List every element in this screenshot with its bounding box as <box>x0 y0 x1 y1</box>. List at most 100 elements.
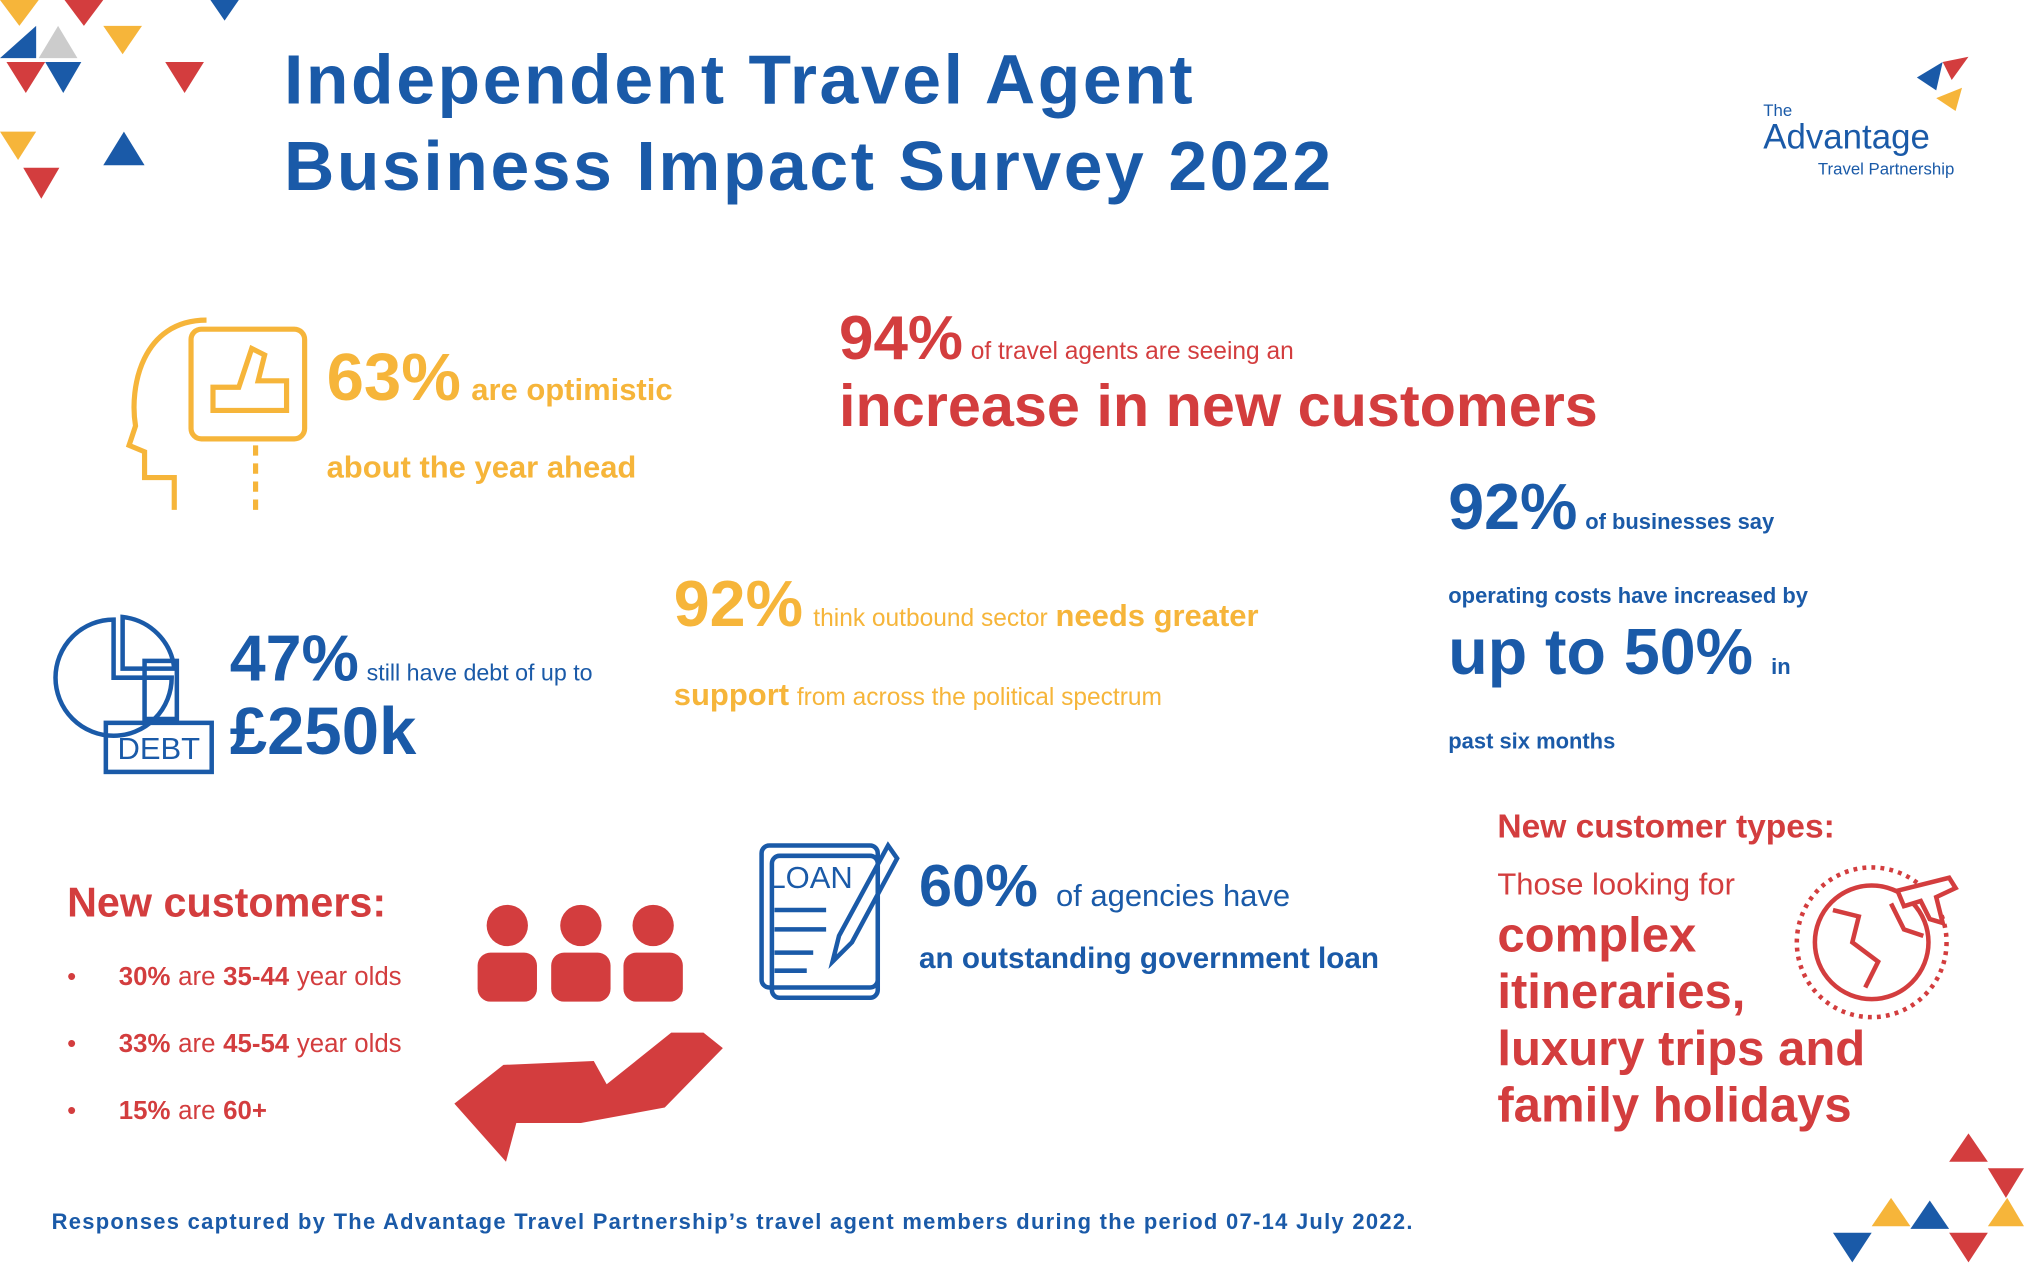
triangle <box>1987 1168 2024 1198</box>
icon-line <box>210 344 290 414</box>
text: of businesses say <box>1585 509 1775 534</box>
triangle <box>0 25 37 59</box>
triangle <box>165 61 204 93</box>
stat-line: 47% still have debt of up to <box>230 622 593 694</box>
triangle <box>45 61 82 93</box>
figure: 47% <box>230 622 359 694</box>
loan-icon <box>759 841 900 1001</box>
triangle <box>1987 1197 2024 1227</box>
text: from across the political spectrum <box>797 684 1162 711</box>
icon-line <box>774 907 827 973</box>
logo: The Advantage Travel Partnership <box>1763 56 1969 178</box>
stat-line: 92% think outbound sector needs greater <box>674 568 1259 640</box>
stat-line: 63% are optimistic <box>327 340 673 415</box>
logo-mark <box>1936 87 1963 112</box>
highlight-line: complex <box>1497 908 1696 962</box>
text: about the year ahead <box>327 450 637 485</box>
text: think outbound sector <box>813 605 1047 632</box>
figure: 94% <box>839 304 963 373</box>
triangle <box>0 131 37 161</box>
body <box>623 952 683 1002</box>
head-icon <box>125 317 308 510</box>
icon-line <box>103 720 214 775</box>
icon-line <box>1832 902 1925 989</box>
age: 60+ <box>223 1097 267 1125</box>
hand <box>454 1032 723 1162</box>
triangle <box>23 167 60 199</box>
plane <box>1894 875 1959 927</box>
triangle <box>1910 1200 1950 1229</box>
triangle <box>1949 1232 1988 1263</box>
icon-line <box>142 658 180 722</box>
bullet: • <box>67 1097 76 1125</box>
highlight: £250k <box>230 694 417 769</box>
body <box>551 952 611 1002</box>
figure: 92% <box>1448 471 1577 543</box>
icon-line <box>769 853 881 1001</box>
text: in <box>1771 654 1791 679</box>
head <box>632 904 674 947</box>
bold: needs greater <box>1055 598 1258 633</box>
triangle <box>6 61 46 93</box>
text: past six months <box>1448 729 1615 754</box>
figure: 63% <box>327 340 461 415</box>
people-icon <box>454 904 723 1162</box>
triangle <box>1832 1232 1872 1263</box>
text: are <box>178 1097 215 1125</box>
heading: New customer types: <box>1497 809 1834 846</box>
stat-line: 92% of businesses say <box>1448 471 1775 543</box>
age: 35-44 <box>223 963 290 991</box>
stat-line: 60% of agencies have <box>919 852 1290 919</box>
head <box>486 904 528 947</box>
highlight-line: family holidays <box>1497 1079 1851 1133</box>
triangle <box>38 25 78 59</box>
list: • 30% are 35-44 year olds • 33% are 45-54 year… <box>67 963 401 1125</box>
text: year olds <box>297 963 402 991</box>
icon-label: DEBT <box>117 731 200 766</box>
text: Those looking for <box>1497 867 1735 902</box>
age: 45-54 <box>223 1030 290 1058</box>
text: still have debt of up to <box>367 659 593 685</box>
icon-line <box>188 326 308 442</box>
highlight: increase in new customers <box>839 372 1598 439</box>
highlight: an outstanding government loan <box>919 942 1379 975</box>
triangle <box>1871 1197 1911 1227</box>
highlight-line: itineraries, <box>1497 965 1745 1019</box>
triangle <box>210 0 239 21</box>
triangle <box>0 0 39 26</box>
heading: New customers: <box>67 879 386 925</box>
logo-sub: Travel Partnership <box>1818 159 1954 178</box>
bullet: • <box>67 963 76 991</box>
list-item: 15% are 60+ <box>119 1097 267 1125</box>
icon-line <box>1812 883 1931 1002</box>
text: year olds <box>297 1030 402 1058</box>
triangle <box>103 25 142 55</box>
body <box>477 952 537 1002</box>
icon-label: LOAN <box>768 860 852 895</box>
bullet: • <box>67 1030 76 1058</box>
icon-line <box>828 841 900 970</box>
title-line: Business Impact Survey 2022 <box>284 127 1334 205</box>
list-item: 33% are 45-54 year olds <box>119 1030 402 1058</box>
highlight-line: luxury trips and <box>1497 1022 1865 1076</box>
pct: 30% <box>119 963 171 991</box>
text: are <box>178 1030 215 1058</box>
debt-icon <box>53 614 214 775</box>
stat-line: 94% of travel agents are seeing an <box>839 304 1294 373</box>
text: of agencies have <box>1056 878 1290 913</box>
text: of travel agents are seeing an <box>971 338 1294 365</box>
figure: 92% <box>674 568 803 640</box>
globe-icon <box>1794 865 1959 1020</box>
title-line: Independent Travel Agent <box>284 40 1195 118</box>
list-item: 30% are 35-44 year olds <box>119 963 402 991</box>
logo-mark <box>1916 61 1943 91</box>
triangle <box>103 131 145 166</box>
text: are optimistic <box>471 372 672 407</box>
text: are <box>178 963 215 991</box>
logo-the: The <box>1763 101 1792 120</box>
icon-line <box>1794 865 1949 1020</box>
icon-line <box>120 614 177 671</box>
